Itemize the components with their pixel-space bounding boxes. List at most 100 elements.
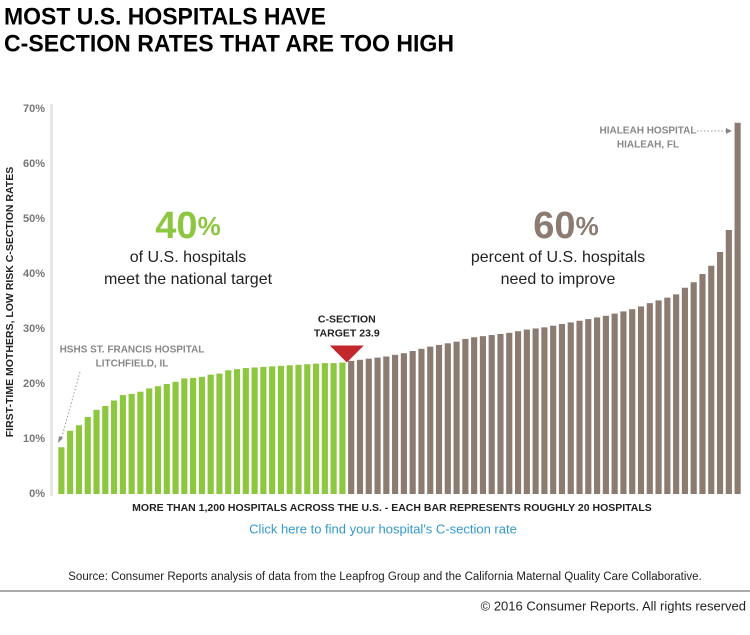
source: Source: Consumer Reports analysis of dat…	[68, 571, 701, 583]
bar	[84, 417, 91, 494]
bar	[611, 313, 618, 494]
bar	[664, 297, 671, 494]
bar	[321, 363, 328, 494]
target-marker	[329, 345, 364, 363]
bar	[312, 363, 320, 494]
bar	[251, 367, 258, 494]
bar	[260, 366, 267, 494]
bar	[453, 341, 460, 494]
bar	[383, 356, 390, 494]
annotation: meet the national target	[104, 271, 273, 288]
bar	[637, 306, 645, 494]
chart-title: MOST U.S. HOSPITALS HAVE	[4, 3, 326, 30]
bar	[356, 359, 364, 494]
percentage-number: 40	[155, 205, 197, 247]
link[interactable]: Click here to find your hospital's C-sec…	[249, 521, 517, 536]
bar	[163, 384, 170, 494]
bar	[67, 430, 74, 494]
bar	[225, 370, 232, 494]
hospital-label: HIALEAH HOSPITAL	[599, 126, 696, 137]
target-label: TARGET 23.9	[314, 327, 380, 339]
y-tick-label: 60%	[23, 158, 45, 170]
bar	[400, 353, 407, 494]
bar	[725, 230, 732, 494]
bar	[673, 294, 680, 494]
bar	[348, 360, 355, 494]
annotation: percent of U.S. hospitals	[471, 249, 645, 266]
percentage: 40%	[155, 205, 220, 247]
bar	[506, 332, 513, 494]
y-axis	[50, 104, 53, 496]
bar	[111, 400, 118, 494]
hospital-label: HSHS ST. FRANCIS HOSPITAL	[60, 345, 205, 356]
chart-title: C-SECTION RATES THAT ARE TOO HIGH	[4, 30, 454, 57]
bar	[374, 357, 381, 494]
bar	[576, 320, 583, 494]
bar	[602, 315, 609, 494]
bar	[681, 287, 688, 494]
y-axis-label: FIRST-TIME MOTHERS, LOW RISK C-SECTION R…	[4, 167, 16, 437]
bar	[708, 265, 715, 494]
bar	[277, 365, 285, 494]
bar	[585, 319, 592, 494]
bar	[523, 329, 530, 494]
bar	[392, 354, 399, 494]
annotation: need to improve	[501, 271, 616, 288]
bar	[444, 343, 451, 494]
bar	[75, 425, 83, 494]
percentage-sign: %	[198, 211, 221, 241]
bar	[594, 317, 601, 494]
y-tick-label: 40%	[23, 268, 45, 280]
bar	[550, 325, 557, 494]
bar	[471, 337, 478, 494]
bar	[514, 331, 522, 494]
bar	[655, 300, 662, 494]
bar	[532, 328, 539, 494]
bar	[269, 366, 276, 494]
bar	[734, 122, 741, 494]
bar	[427, 346, 434, 494]
bar	[181, 378, 188, 494]
hospital-label: HIALEAH, FL	[617, 140, 679, 151]
hospital-label: LITCHFIELD, IL	[96, 359, 169, 370]
bar	[146, 388, 153, 494]
bar	[488, 335, 495, 494]
bar	[629, 309, 636, 494]
bar	[567, 322, 574, 494]
bar	[479, 336, 487, 494]
y-tick-label: 50%	[23, 213, 45, 225]
bar	[435, 344, 443, 494]
bar	[330, 363, 337, 494]
bar	[93, 409, 100, 494]
bar	[690, 282, 697, 494]
percentage: 60%	[533, 205, 598, 247]
y-tick-label: 70%	[23, 103, 45, 115]
bar	[304, 364, 311, 494]
bar	[409, 351, 416, 494]
bar	[119, 395, 126, 494]
bar	[128, 393, 135, 494]
bar	[102, 406, 109, 494]
bar	[497, 333, 504, 494]
bar	[216, 373, 223, 494]
copyright: © 2016 Consumer Reports. All rights rese…	[481, 598, 746, 613]
arrow	[60, 371, 81, 441]
y-tick-label: 10%	[23, 433, 45, 445]
bar	[418, 348, 425, 494]
bar	[198, 376, 205, 494]
x-axis-label: MORE THAN 1,200 HOSPITALS ACROSS THE U.S…	[132, 502, 652, 514]
annotation: of U.S. hospitals	[130, 249, 247, 266]
bar	[541, 327, 548, 494]
arrowhead	[726, 128, 732, 134]
bar	[137, 391, 144, 494]
bar	[154, 386, 162, 494]
bar	[233, 369, 241, 494]
y-tick-label: 30%	[23, 323, 45, 335]
bar	[699, 274, 706, 494]
bar	[242, 368, 249, 494]
bar	[462, 338, 469, 494]
bar	[207, 374, 214, 494]
target-label: C-SECTION	[318, 313, 376, 325]
bar	[295, 364, 302, 494]
percentage-sign: %	[576, 211, 599, 241]
